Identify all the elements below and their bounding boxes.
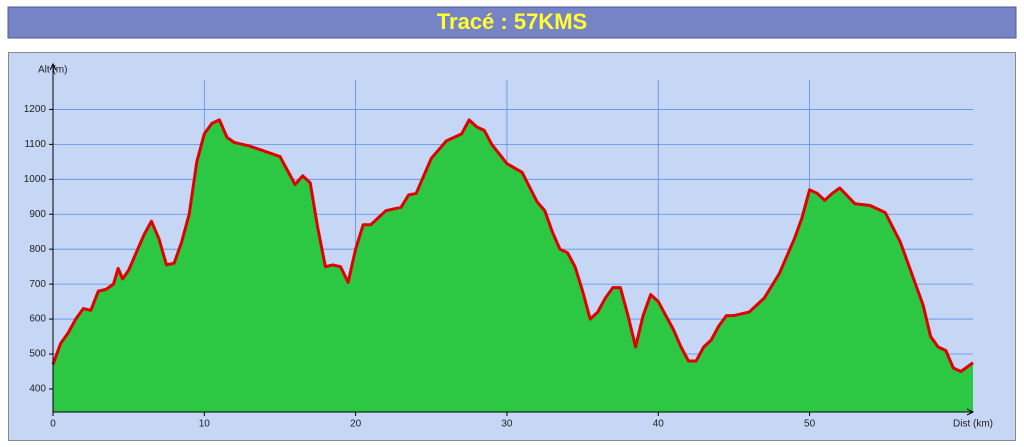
chart-title: Tracé : 57KMS: [437, 9, 587, 34]
x-tick-label: 20: [350, 419, 362, 430]
plot: [51, 118, 974, 413]
y-tick-label: 700: [29, 279, 46, 290]
y-tick-label: 500: [29, 349, 46, 360]
y-tick-label: 400: [29, 384, 46, 395]
y-tick-label: 1100: [24, 139, 46, 150]
y-tick-label: 900: [29, 209, 46, 220]
x-tick-label: 10: [199, 419, 211, 430]
y-tick-label: 1000: [24, 174, 47, 185]
x-axis-arrow: [966, 408, 975, 416]
line: [51, 118, 974, 373]
y-tick-label: 800: [29, 244, 46, 255]
x-axis-label: Dist (km): [953, 419, 993, 430]
x-tick-label: 50: [804, 419, 816, 430]
x-tick-label: 40: [653, 419, 665, 430]
axes: 400 500 600 700 800 900 1000 1100 1200 0 10 20 30 40 5…: [24, 62, 975, 430]
y-tick-label: 1200: [24, 104, 47, 115]
y-axis-arrow: [49, 62, 57, 71]
title-bar: [7, 6, 1017, 39]
x-tick-label: 30: [501, 419, 513, 430]
area: [53, 119, 973, 413]
x-tick-label: 0: [50, 419, 56, 430]
y-tick-label: 600: [29, 314, 46, 325]
